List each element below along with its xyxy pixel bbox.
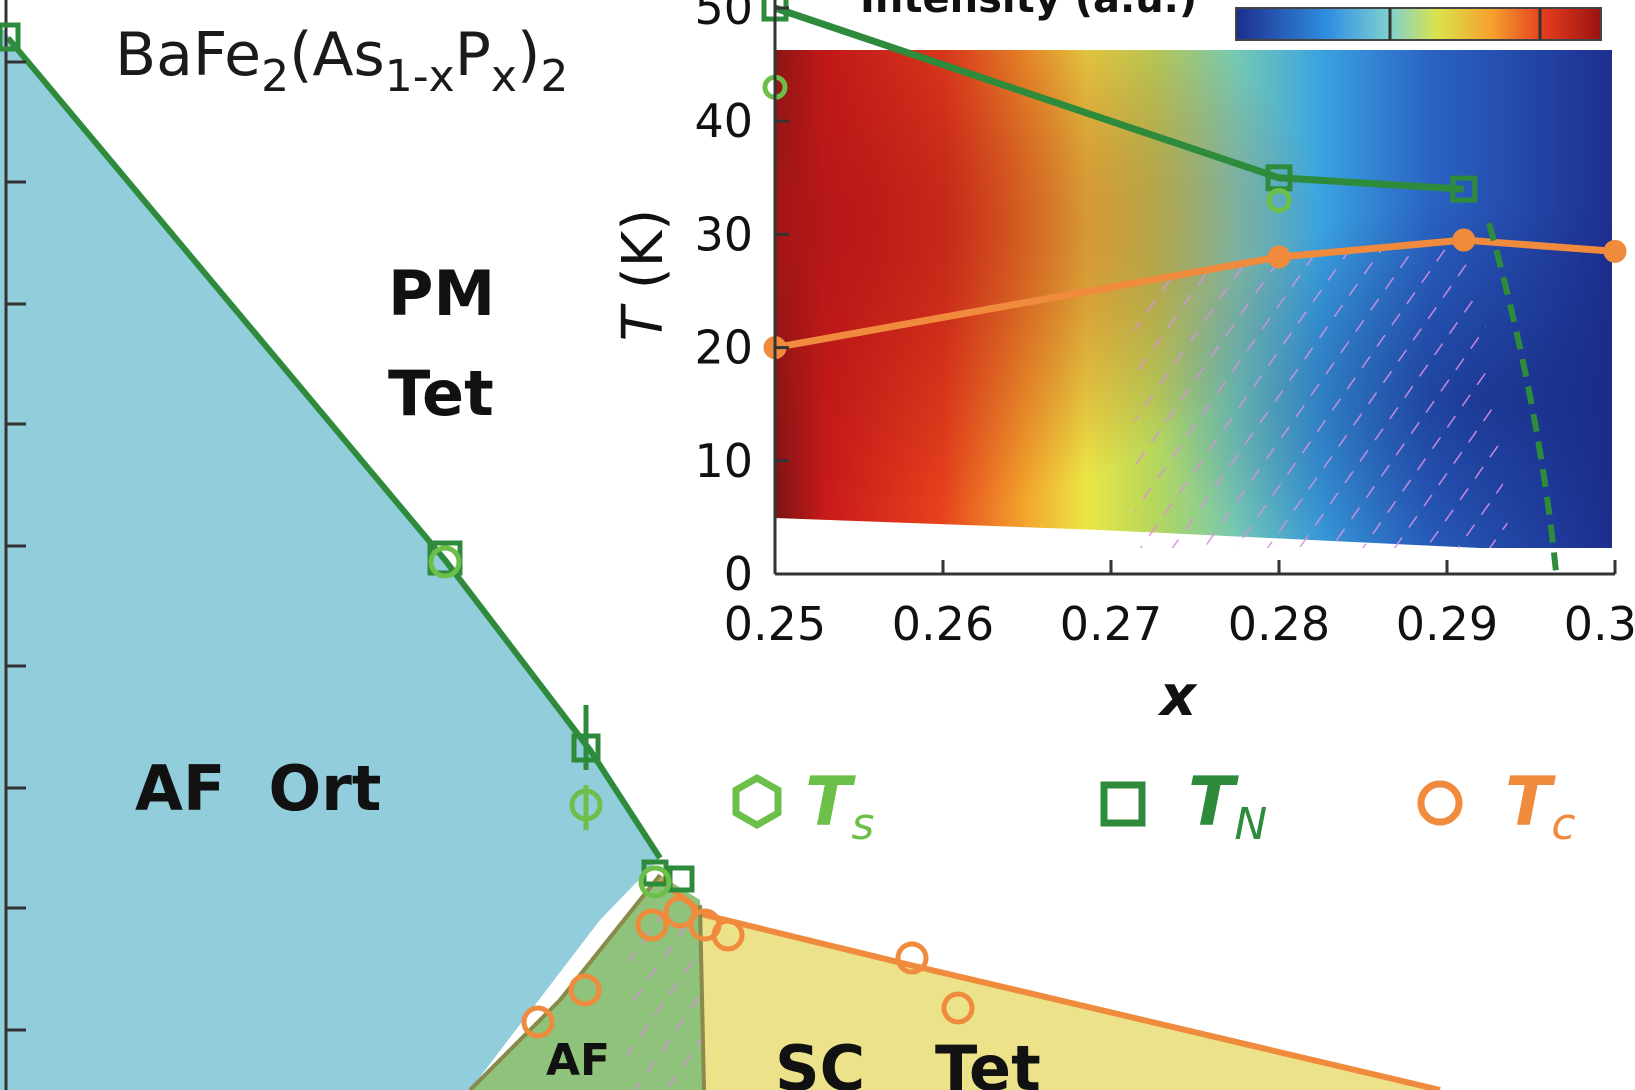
inset-y-tick-label: 50 <box>694 0 753 35</box>
inset-y-tick-label: 0 <box>724 547 753 601</box>
ts-marker <box>428 545 462 579</box>
svg-text:Tc: Tc <box>1505 763 1576 850</box>
inset-y-tick-label: 40 <box>694 94 753 148</box>
inset-ts-marker <box>1266 187 1292 213</box>
inset-chart: 0.25 0.26 0.27 0.28 0.29 0.30 0 10 20 30 40 50 T (K… <box>611 0 1635 729</box>
legend-tc: Tc <box>1417 763 1576 850</box>
inset-x-tick-label: 0.28 <box>1228 597 1330 651</box>
tc-marker <box>635 908 669 942</box>
inset-x-tick-label: 0.26 <box>892 597 994 651</box>
main-data-markers <box>0 22 975 1039</box>
colorbar <box>1235 7 1602 41</box>
legend-ts: Ts <box>732 763 874 850</box>
legend-tn: TN <box>1100 763 1267 850</box>
hexagon-marker-icon <box>732 773 782 830</box>
tc-marker <box>521 1005 555 1039</box>
inset-ticks: 0.25 0.26 0.27 0.28 0.29 0.30 0 10 20 30 40 50 <box>694 0 1635 651</box>
inset-x-tick-label: 0.29 <box>1396 597 1498 651</box>
inset-x-tick-label: 0.27 <box>1060 597 1162 651</box>
square-marker-icon <box>1100 781 1146 827</box>
af-ort-label: AF Ort <box>135 752 381 825</box>
sc-tet-region <box>660 880 1440 1090</box>
af-sc-hatch <box>626 900 704 1090</box>
ts-marker <box>569 788 603 822</box>
inset-tn-line <box>773 4 1465 193</box>
inset-tn-marker <box>1450 175 1478 203</box>
tn-marker <box>0 22 21 52</box>
main-y-axis-ticks <box>6 60 26 1032</box>
inset-x-tick-label: 0.25 <box>724 597 826 651</box>
af-ort-region <box>0 25 660 1090</box>
inset-y-tick-label: 10 <box>694 434 753 488</box>
legend: Ts TN Tc <box>732 763 1576 850</box>
tet-lower-label: Tet <box>935 1032 1041 1090</box>
inset-tc-marker <box>1452 228 1476 252</box>
inset-x-label: x <box>1157 664 1198 729</box>
af-small-label: AF <box>546 1035 610 1086</box>
tc-marker <box>711 918 745 952</box>
main-phase-diagram: BaFe2(As1-xPx)2 PM Tet AF Ort AF SC Tet … <box>0 0 1576 1090</box>
svg-text:TN: TN <box>1188 763 1267 850</box>
inset-tc-marker <box>1267 245 1291 269</box>
inset-y-tick-label: 30 <box>694 207 753 261</box>
tc-marker <box>941 991 975 1025</box>
inset-hatch-region <box>1135 240 1510 548</box>
tn-marker <box>571 733 601 763</box>
inset-tc-line <box>774 236 1616 352</box>
inset-tc-marker <box>1603 239 1627 263</box>
inset-boundary-dashed-line <box>1486 222 1560 575</box>
inset-y-label: T (K) <box>611 209 676 341</box>
inset-x-tick-label: 0.30 <box>1564 597 1635 651</box>
sc-label: SC <box>775 1032 865 1090</box>
compound-formula: BaFe2(As1-xPx)2 <box>115 20 568 102</box>
svg-text:Ts: Ts <box>805 763 874 850</box>
inset-y-tick-label: 20 <box>694 321 753 375</box>
main-ts-tn-line <box>5 36 663 860</box>
tc-marker <box>663 895 697 929</box>
pm-label: PM <box>388 257 495 330</box>
tet-upper-label: Tet <box>388 357 494 430</box>
circle-marker-icon <box>1417 780 1463 826</box>
tc-marker <box>895 941 929 975</box>
colorbar-label: Intensity (a.u.) <box>860 0 1197 22</box>
tc-marker <box>568 973 602 1007</box>
ts-marker <box>638 865 672 899</box>
